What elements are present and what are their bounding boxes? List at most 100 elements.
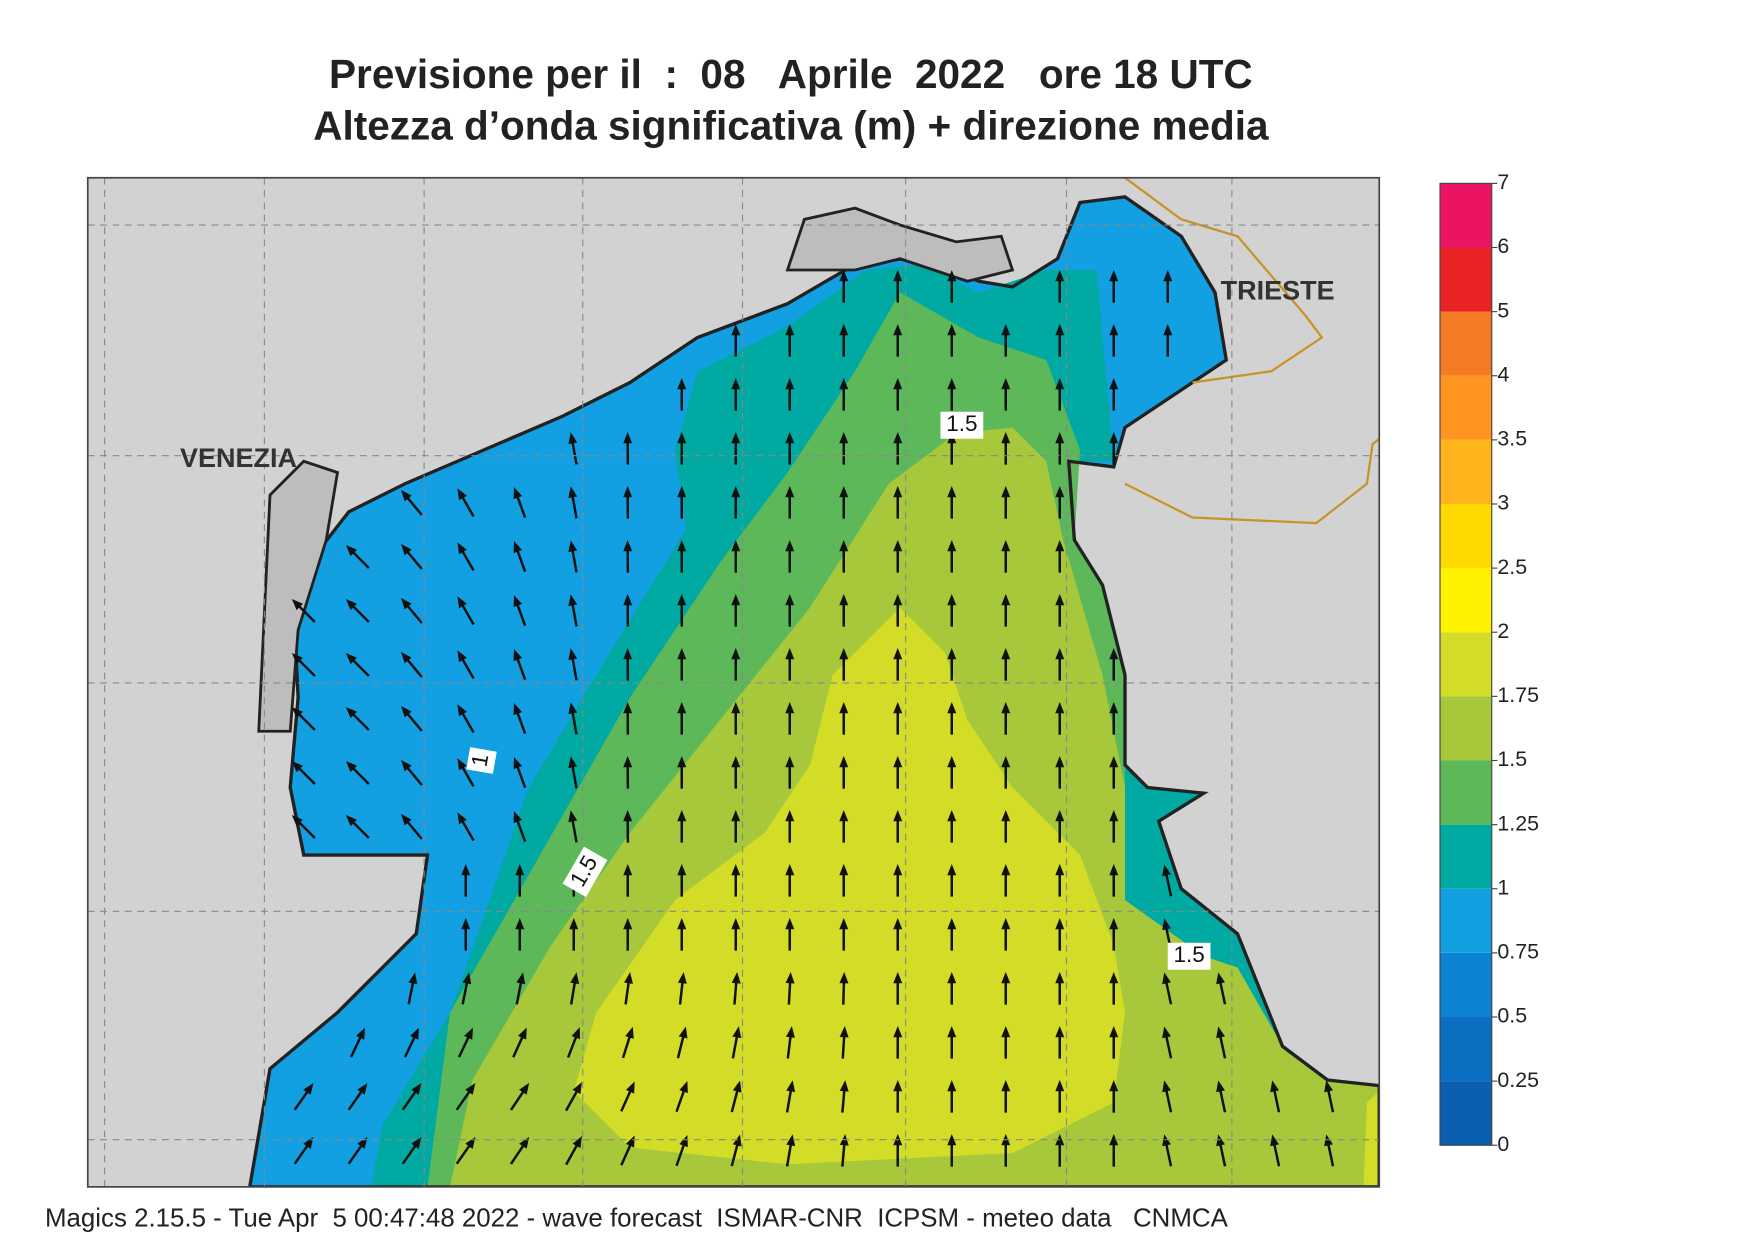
arrow-head [893,594,903,606]
arrow [893,324,903,357]
arrow [291,652,316,677]
arrow-shaft [841,1141,846,1167]
arrow-shaft [460,818,475,842]
title-line-2: Altezza d’onda significativa (m) + direz… [313,103,1269,149]
arrow [1055,594,1065,627]
arrow-head [1055,1080,1065,1092]
arrow-shaft [350,603,370,623]
arrow-head [893,702,903,714]
arrow-head [1001,864,1011,876]
arrow-shaft [565,1088,580,1112]
arrow-head [677,918,687,930]
arrow-head [517,1027,527,1040]
arrow-head [947,918,957,930]
arrow-head [623,486,633,498]
arrow [785,648,795,681]
arrow [893,594,903,627]
arrow-head [513,649,523,662]
arrow-head [571,1027,580,1040]
arrow-shaft [1326,1087,1335,1113]
arrow-head [785,756,795,768]
arrow-shaft [405,711,423,732]
arrow [893,702,903,735]
arrow-shaft [405,765,423,786]
arrow-head [947,486,957,498]
arrow [515,972,526,1005]
arrow-head [785,702,795,714]
arrow [677,486,687,519]
arrow-head [303,1083,314,1095]
arrow [623,432,633,465]
arrow-head [947,756,957,768]
arrow-head [291,706,303,719]
arrow [839,378,849,411]
arrow-shaft [515,655,527,681]
arrow [785,324,795,357]
arrow [839,1026,849,1059]
arrow-head [893,810,903,822]
arrow [1001,540,1011,573]
colorbar-label: 7 [1497,170,1509,194]
arrow-head [839,648,849,660]
arrow [621,1026,634,1059]
arrow-head [1109,378,1119,390]
arrow-shaft [1218,1033,1227,1059]
arrow-head [839,594,849,606]
arrow [731,648,741,681]
arrow [1055,1080,1065,1113]
direction-arrows [291,270,1335,1167]
arrow [785,1026,795,1059]
arrow-head [893,540,903,552]
arrow-head [839,324,849,336]
arrow-shaft [1218,1141,1227,1167]
arrow-shaft [676,1033,686,1059]
arrow-head [785,1026,795,1038]
arrow-head [677,702,687,714]
arrow [457,812,475,842]
wave-zone [1363,1091,1380,1187]
arrow-head [345,652,357,665]
arrow [1270,1080,1281,1113]
arrow-shaft [678,979,684,1005]
arrow-shaft [455,1142,472,1165]
arrow-head [568,702,578,715]
arrow [730,1080,742,1113]
grado-land [785,206,1015,283]
arrow [1001,864,1011,897]
arrow [565,1136,582,1166]
arrow [400,813,423,840]
arrow-head [1001,702,1011,714]
contour-value: 1 [467,752,494,769]
arrow-head [1055,648,1065,660]
arrow-head [1162,1026,1171,1039]
arrow-head [1216,1026,1225,1039]
arrow [677,972,687,1005]
arrow-head [400,543,412,556]
arrow [461,864,471,897]
arrow-head [839,702,849,714]
arrow-head [785,864,795,876]
arrow [293,1083,314,1111]
arrow-head [1162,972,1171,985]
arrow-shaft [841,1033,846,1059]
arrow [400,759,423,786]
arrow-head [1001,756,1011,768]
place-label: VENEZIA [180,443,297,473]
arrow-head [1109,1080,1119,1092]
arrow [893,648,903,681]
arrow-head [731,864,741,876]
arrow-head [785,432,795,444]
arrow [349,1027,365,1058]
arrow [785,1134,796,1167]
arrow-shaft [570,763,578,789]
arrow [1001,972,1011,1005]
arrow [947,702,957,735]
arrow [947,540,957,573]
colorbar-label: 1.25 [1497,811,1539,835]
arrow-shaft [731,1033,739,1059]
arrow [407,972,418,1005]
arrow-shaft [350,549,370,569]
arrow-head [731,918,741,930]
arrow [1001,324,1011,357]
arrow-head [623,594,633,606]
